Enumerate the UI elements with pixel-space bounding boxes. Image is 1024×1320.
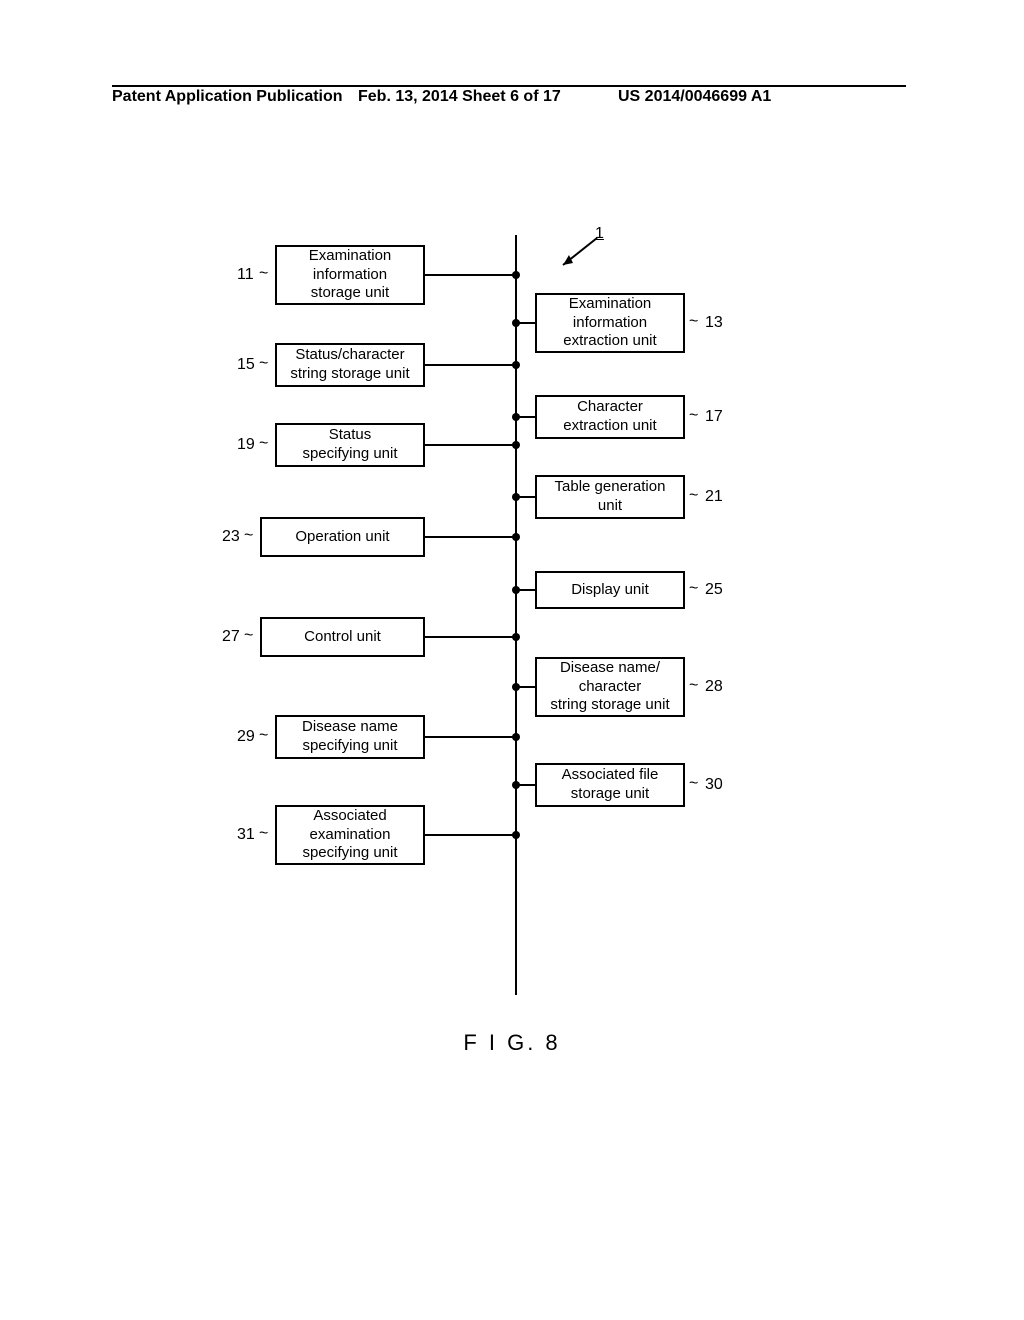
bus-junction-28 (512, 683, 520, 691)
bus-junction-31 (512, 831, 520, 839)
block-28: Disease name/ character string storage u… (535, 657, 685, 717)
ref-leader-23: ~ (244, 527, 253, 545)
ref-numeral-21: 21 (705, 488, 723, 506)
system-reference-arrow (555, 233, 605, 273)
ref-numeral-31: 31 (237, 826, 255, 844)
block-25: Display unit (535, 571, 685, 609)
ref-numeral-19: 19 (237, 436, 255, 454)
ref-leader-13: ~ (689, 313, 698, 331)
connector-19 (425, 444, 515, 446)
header-date-sheet: Feb. 13, 2014 Sheet 6 of 17 (358, 88, 561, 106)
block-30: Associated file storage unit (535, 763, 685, 807)
header-pubnum: US 2014/0046699 A1 (618, 88, 771, 106)
block-11: Examination information storage unit (275, 245, 425, 305)
connector-29 (425, 736, 515, 738)
ref-leader-11: ~ (259, 265, 268, 283)
ref-leader-17: ~ (689, 407, 698, 425)
block-13: Examination information extraction unit (535, 293, 685, 353)
ref-numeral-15: 15 (237, 356, 255, 374)
ref-leader-25: ~ (689, 580, 698, 598)
ref-numeral-23: 23 (222, 528, 240, 546)
ref-numeral-25: 25 (705, 581, 723, 599)
header-rule (112, 85, 906, 87)
block-21: Table generation unit (535, 475, 685, 519)
bus-junction-15 (512, 361, 520, 369)
ref-numeral-11: 11 (237, 266, 254, 284)
block-27: Control unit (260, 617, 425, 657)
bus-junction-30 (512, 781, 520, 789)
bus-junction-25 (512, 586, 520, 594)
ref-leader-29: ~ (259, 727, 268, 745)
bus-junction-21 (512, 493, 520, 501)
connector-27 (425, 636, 515, 638)
connector-31 (425, 834, 515, 836)
bus-junction-23 (512, 533, 520, 541)
connector-23 (425, 536, 515, 538)
ref-numeral-28: 28 (705, 678, 723, 696)
ref-leader-31: ~ (259, 825, 268, 843)
block-diagram: 1 Examination information storage unit~1… (215, 245, 815, 985)
ref-numeral-17: 17 (705, 408, 723, 426)
block-17: Character extraction unit (535, 395, 685, 439)
block-15: Status/character string storage unit (275, 343, 425, 387)
block-23: Operation unit (260, 517, 425, 557)
ref-leader-30: ~ (689, 775, 698, 793)
ref-numeral-13: 13 (705, 314, 723, 332)
bus-junction-13 (512, 319, 520, 327)
header-publication: Patent Application Publication (112, 88, 343, 106)
ref-numeral-29: 29 (237, 728, 255, 746)
patent-page: Patent Application Publication Feb. 13, … (0, 0, 1024, 1320)
ref-leader-15: ~ (259, 355, 268, 373)
bus-junction-19 (512, 441, 520, 449)
ref-leader-21: ~ (689, 487, 698, 505)
ref-leader-28: ~ (689, 677, 698, 695)
bus-junction-17 (512, 413, 520, 421)
ref-leader-19: ~ (259, 435, 268, 453)
ref-leader-27: ~ (244, 627, 253, 645)
block-19: Status specifying unit (275, 423, 425, 467)
bus-line (515, 235, 517, 995)
ref-numeral-27: 27 (222, 628, 240, 646)
connector-15 (425, 364, 515, 366)
block-31: Associated examination specifying unit (275, 805, 425, 865)
bus-junction-11 (512, 271, 520, 279)
connector-11 (425, 274, 515, 276)
block-29: Disease name specifying unit (275, 715, 425, 759)
bus-junction-27 (512, 633, 520, 641)
figure-caption: F I G. 8 (0, 1030, 1024, 1056)
ref-numeral-30: 30 (705, 776, 723, 794)
bus-junction-29 (512, 733, 520, 741)
